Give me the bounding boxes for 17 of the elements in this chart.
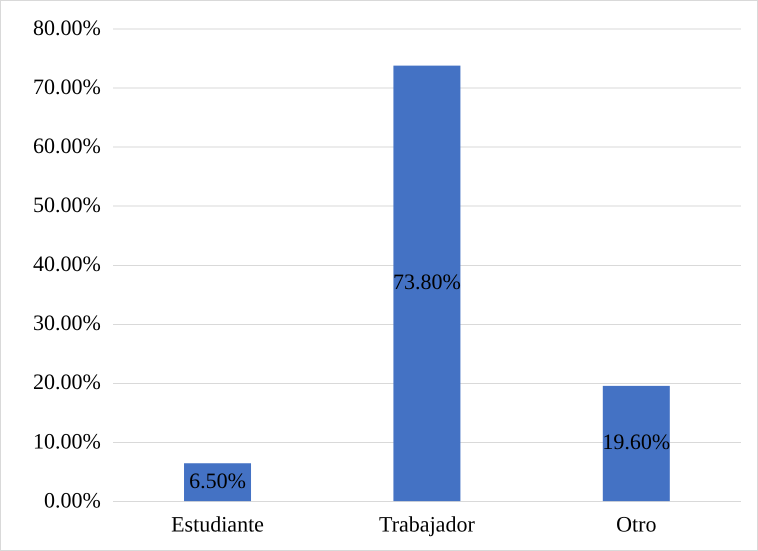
data-label: 6.50% [189,468,246,493]
x-tick-label: Otro [616,512,656,537]
y-tick-label: 80.00% [33,14,101,40]
y-tick-label: 40.00% [33,251,101,276]
y-tick-label: 50.00% [33,192,101,218]
y-tick-label: 30.00% [33,310,101,336]
bar [393,66,460,502]
data-label: 73.80% [393,269,461,294]
data-label: 19.60% [602,429,670,454]
bar [602,386,670,502]
y-tick-label: 10.00% [33,428,101,454]
y-tick-label: 20.00% [33,369,101,394]
x-tick-label: Trabajador [379,512,476,537]
y-tick-label: 70.00% [33,74,101,99]
y-tick-label: 0.00% [44,487,101,512]
x-tick-label: Estudiante [171,512,264,537]
y-tick-label: 60.00% [33,132,101,158]
